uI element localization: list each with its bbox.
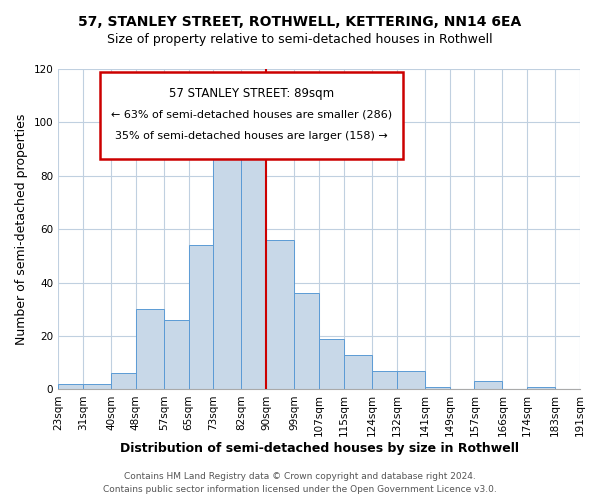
Bar (319, 338, 344, 390)
Bar (266, 240, 294, 390)
Text: 57, STANLEY STREET, ROTHWELL, KETTERING, NN14 6EA: 57, STANLEY STREET, ROTHWELL, KETTERING,… (79, 15, 521, 29)
Bar (111, 374, 136, 390)
Text: 57 STANLEY STREET: 89sqm: 57 STANLEY STREET: 89sqm (169, 86, 334, 100)
Text: ← 63% of semi-detached houses are smaller (286): ← 63% of semi-detached houses are smalle… (110, 109, 392, 119)
X-axis label: Distribution of semi-detached houses by size in Rothwell: Distribution of semi-detached houses by … (119, 442, 518, 455)
Bar (344, 354, 372, 390)
Bar (164, 320, 188, 390)
Bar (214, 146, 241, 390)
Bar (475, 382, 502, 390)
Bar (58, 384, 83, 390)
Bar (425, 387, 449, 390)
Bar (136, 310, 164, 390)
Bar (294, 294, 319, 390)
Text: 35% of semi-detached houses are larger (158) →: 35% of semi-detached houses are larger (… (115, 132, 388, 141)
Y-axis label: Number of semi-detached properties: Number of semi-detached properties (15, 114, 28, 345)
Bar (372, 371, 397, 390)
Text: Size of property relative to semi-detached houses in Rothwell: Size of property relative to semi-detach… (107, 32, 493, 46)
Bar (83, 384, 111, 390)
Bar (241, 130, 266, 390)
Bar (527, 387, 555, 390)
Bar (188, 246, 214, 390)
FancyBboxPatch shape (100, 72, 403, 158)
Bar (397, 371, 425, 390)
Text: Contains HM Land Registry data © Crown copyright and database right 2024.
Contai: Contains HM Land Registry data © Crown c… (103, 472, 497, 494)
